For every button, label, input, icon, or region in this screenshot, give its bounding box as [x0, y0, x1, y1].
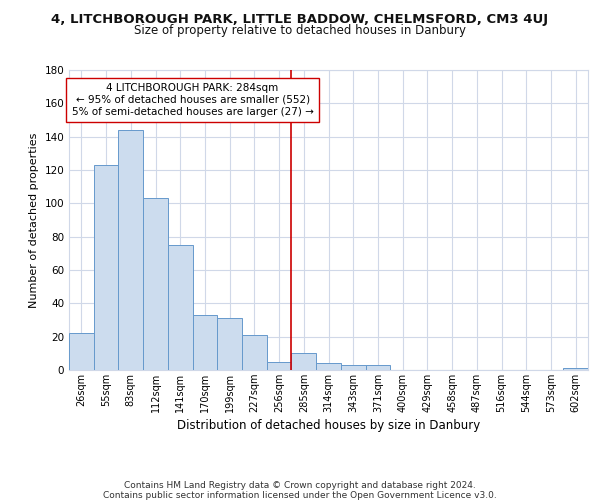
Text: 4, LITCHBOROUGH PARK, LITTLE BADDOW, CHELMSFORD, CM3 4UJ: 4, LITCHBOROUGH PARK, LITTLE BADDOW, CHE…	[52, 12, 548, 26]
Bar	[69, 334, 94, 370]
Text: Contains HM Land Registry data © Crown copyright and database right 2024.: Contains HM Land Registry data © Crown c…	[124, 481, 476, 490]
Bar	[242, 335, 267, 370]
Bar	[563, 368, 588, 370]
Bar	[341, 365, 365, 370]
Bar	[193, 315, 217, 370]
Bar	[118, 130, 143, 370]
Text: 4 LITCHBOROUGH PARK: 284sqm
← 95% of detached houses are smaller (552)
5% of sem: 4 LITCHBOROUGH PARK: 284sqm ← 95% of det…	[71, 84, 314, 116]
Text: Size of property relative to detached houses in Danbury: Size of property relative to detached ho…	[134, 24, 466, 37]
Bar	[267, 362, 292, 370]
Bar	[365, 365, 390, 370]
Bar	[292, 354, 316, 370]
Bar	[168, 245, 193, 370]
X-axis label: Distribution of detached houses by size in Danbury: Distribution of detached houses by size …	[177, 419, 480, 432]
Bar	[94, 165, 118, 370]
Text: Contains public sector information licensed under the Open Government Licence v3: Contains public sector information licen…	[103, 491, 497, 500]
Y-axis label: Number of detached properties: Number of detached properties	[29, 132, 39, 308]
Bar	[143, 198, 168, 370]
Bar	[217, 318, 242, 370]
Bar	[316, 364, 341, 370]
